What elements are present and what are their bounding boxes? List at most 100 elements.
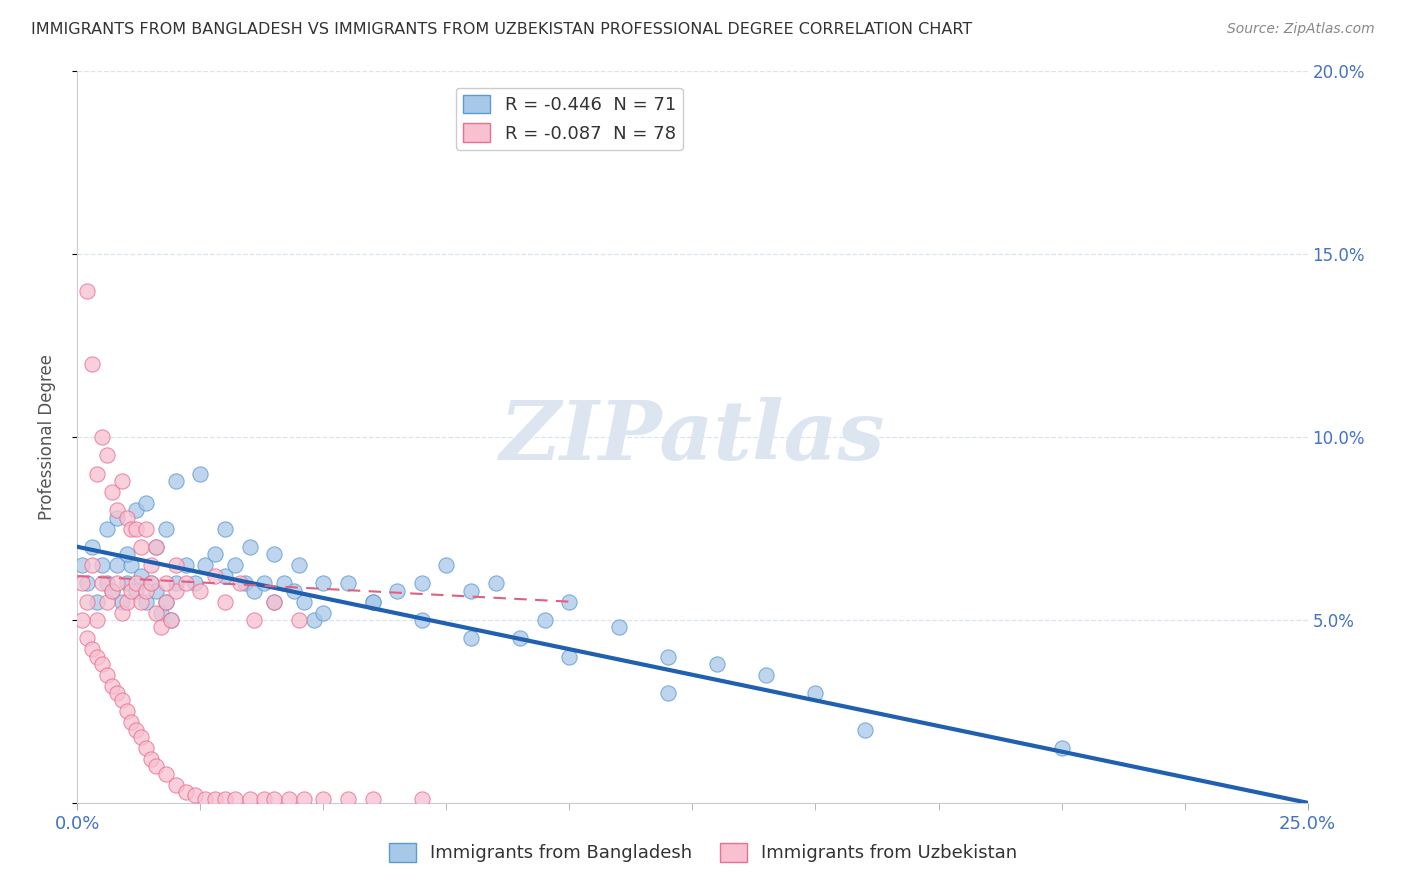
Point — [101, 679, 124, 693]
Point — [96, 594, 118, 608]
Point — [96, 521, 118, 535]
Point — [135, 521, 157, 535]
Point — [90, 558, 114, 573]
Point — [145, 583, 167, 598]
Point — [90, 657, 114, 671]
Point — [115, 547, 138, 561]
Point — [204, 569, 226, 583]
Point — [337, 792, 360, 806]
Point — [141, 752, 163, 766]
Point — [76, 284, 98, 298]
Point — [141, 576, 163, 591]
Point — [145, 540, 167, 554]
Point — [263, 594, 285, 608]
Point — [174, 785, 197, 799]
Point — [214, 792, 236, 806]
Point — [150, 620, 173, 634]
Point — [145, 606, 167, 620]
Point — [312, 606, 335, 620]
Point — [239, 540, 262, 554]
Point — [243, 613, 266, 627]
Point — [105, 686, 128, 700]
Point — [436, 558, 458, 573]
Y-axis label: Professional Degree: Professional Degree — [38, 354, 56, 520]
Point — [361, 594, 384, 608]
Point — [70, 576, 93, 591]
Point — [155, 594, 177, 608]
Point — [82, 558, 104, 573]
Point — [188, 467, 212, 481]
Point — [263, 547, 285, 561]
Point — [105, 576, 128, 591]
Point — [105, 558, 128, 573]
Point — [214, 569, 236, 583]
Point — [302, 613, 325, 627]
Point — [115, 705, 138, 719]
Point — [253, 576, 276, 591]
Point — [111, 594, 132, 608]
Point — [135, 583, 157, 598]
Point — [96, 448, 118, 462]
Point — [165, 583, 187, 598]
Point — [361, 792, 384, 806]
Point — [253, 792, 276, 806]
Point — [82, 357, 104, 371]
Point — [145, 540, 167, 554]
Point — [460, 583, 482, 598]
Point — [96, 576, 118, 591]
Point — [288, 558, 311, 573]
Point — [70, 558, 93, 573]
Point — [125, 503, 148, 517]
Point — [82, 540, 104, 554]
Point — [155, 576, 177, 591]
Point — [174, 576, 197, 591]
Point — [273, 576, 295, 591]
Point — [283, 583, 305, 598]
Point — [111, 474, 132, 488]
Point — [194, 558, 217, 573]
Point — [86, 649, 108, 664]
Point — [755, 667, 778, 681]
Point — [150, 606, 173, 620]
Point — [129, 569, 153, 583]
Point — [70, 613, 93, 627]
Point — [184, 789, 207, 803]
Point — [292, 792, 315, 806]
Point — [312, 792, 335, 806]
Point — [1050, 740, 1073, 755]
Point — [86, 594, 108, 608]
Point — [239, 792, 262, 806]
Point — [165, 558, 187, 573]
Point — [86, 467, 108, 481]
Point — [534, 613, 557, 627]
Point — [706, 657, 728, 671]
Point — [145, 759, 167, 773]
Point — [121, 521, 143, 535]
Point — [558, 649, 581, 664]
Point — [121, 583, 143, 598]
Point — [288, 613, 311, 627]
Point — [155, 766, 177, 780]
Point — [101, 485, 124, 500]
Point — [263, 594, 285, 608]
Text: IMMIGRANTS FROM BANGLADESH VS IMMIGRANTS FROM UZBEKISTAN PROFESSIONAL DEGREE COR: IMMIGRANTS FROM BANGLADESH VS IMMIGRANTS… — [31, 22, 972, 37]
Point — [188, 583, 212, 598]
Point — [121, 715, 143, 730]
Point — [125, 521, 148, 535]
Point — [337, 576, 360, 591]
Point — [558, 594, 581, 608]
Point — [411, 792, 433, 806]
Point — [82, 642, 104, 657]
Point — [160, 613, 183, 627]
Point — [165, 778, 187, 792]
Point — [214, 521, 236, 535]
Point — [224, 558, 246, 573]
Point — [129, 730, 153, 744]
Text: ZIPatlas: ZIPatlas — [499, 397, 886, 477]
Point — [121, 558, 143, 573]
Point — [214, 594, 236, 608]
Point — [135, 594, 157, 608]
Point — [278, 792, 301, 806]
Point — [263, 792, 285, 806]
Point — [111, 693, 132, 707]
